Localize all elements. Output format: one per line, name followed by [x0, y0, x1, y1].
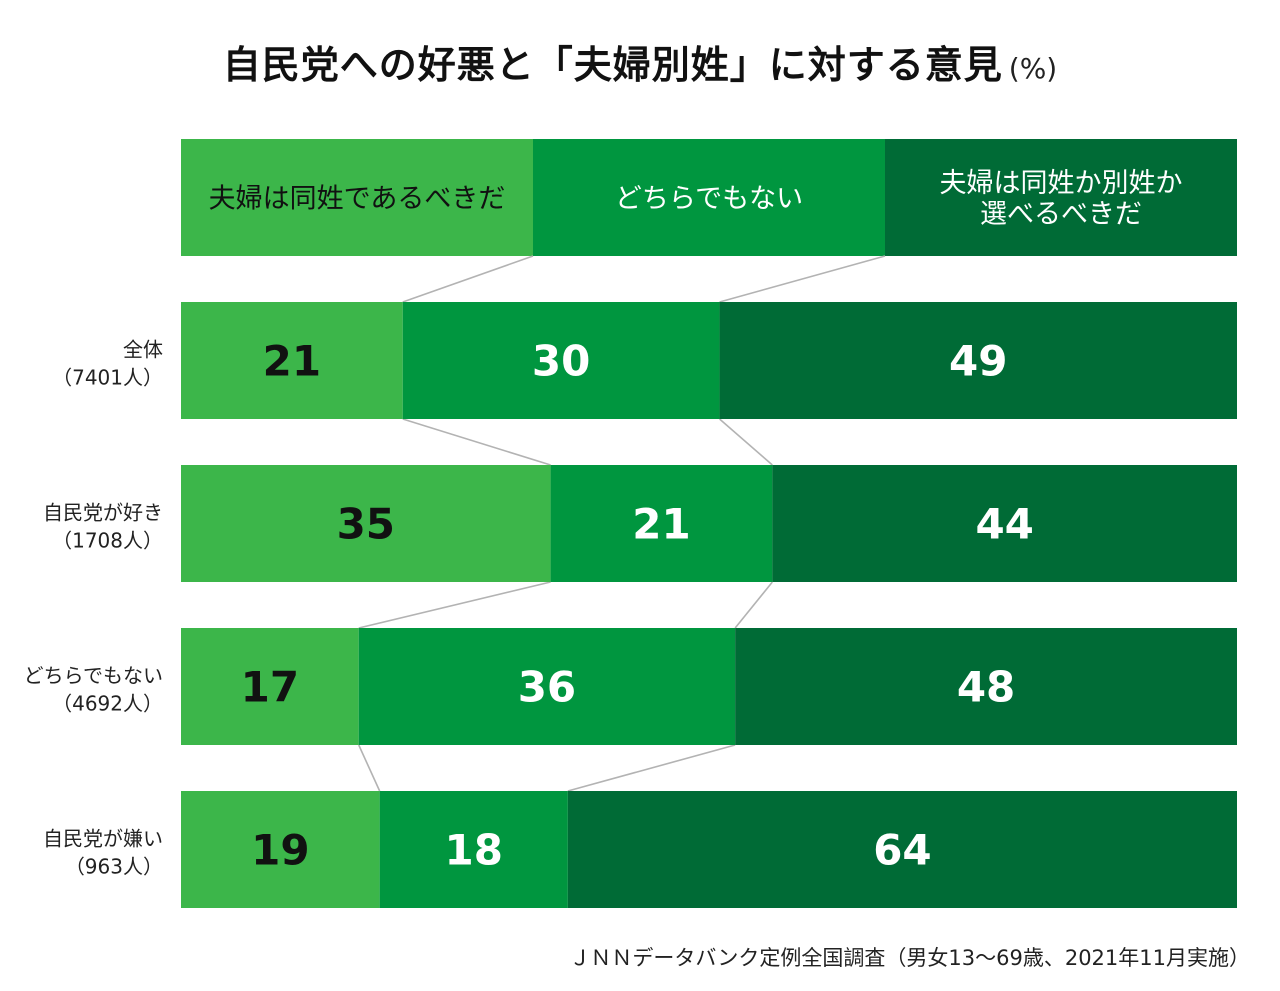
- connector-legend-2: [719, 255, 886, 303]
- bar-row-4-seg-1: [181, 791, 380, 908]
- connector-row-2-1: [358, 581, 551, 629]
- bar-row-2-seg-1: [181, 465, 551, 582]
- legend-label-1: 夫婦は同姓であるべきだ: [209, 184, 506, 215]
- chart-unit: (%): [1008, 52, 1058, 85]
- bar-row-2-seg-3: [772, 465, 1237, 582]
- data-label-row-1-seg-2: 30: [532, 337, 590, 386]
- category-label-4: 自民党が嫌い: [43, 827, 163, 851]
- legend-label-3-line-2: 選べるべきだ: [980, 199, 1142, 230]
- data-label-row-2-seg-2: 21: [632, 500, 690, 549]
- bar-row-3-seg-3: [735, 628, 1237, 745]
- category-count-4: （963人）: [65, 855, 163, 879]
- category-count-2: （1708人）: [52, 529, 163, 553]
- legend-swatch-1: [181, 139, 533, 256]
- bar-row-1-seg-2: [402, 302, 720, 419]
- legend-label-3-line-1: 夫婦は同姓か別姓か: [940, 168, 1183, 199]
- bar-row-4-seg-3: [567, 791, 1237, 908]
- category-count-1: （7401人）: [52, 366, 163, 390]
- bar-row-1-seg-3: [719, 302, 1237, 419]
- connector-row-1-2: [719, 418, 773, 466]
- connector-legend-1: [402, 255, 534, 303]
- data-label-row-4-seg-3: 64: [873, 826, 931, 875]
- data-label-row-3-seg-2: 36: [518, 663, 576, 712]
- category-label-2: 自民党が好き: [43, 501, 163, 525]
- bar-row-4-seg-2: [379, 791, 568, 908]
- connector-row-2-2: [734, 581, 773, 629]
- bar-row-3-seg-2: [358, 628, 736, 745]
- data-label-row-3-seg-1: 17: [241, 663, 299, 712]
- legend-swatch-3: [885, 139, 1237, 256]
- data-label-row-3-seg-3: 48: [957, 663, 1015, 712]
- chart-title-text: 自民党への好悪と「夫婦別姓」に対する意見: [222, 43, 1003, 87]
- connector-row-3-1: [358, 744, 381, 792]
- source-note: ＪＮＮデータバンク定例全国調査（男女13〜69歳、2021年11月実施）: [569, 946, 1250, 970]
- connector-row-1-1: [402, 418, 551, 466]
- data-label-row-2-seg-3: 44: [975, 500, 1033, 549]
- bar-row-2-seg-2: [550, 465, 773, 582]
- category-count-3: （4692人）: [52, 692, 163, 716]
- data-label-row-1-seg-3: 49: [949, 337, 1007, 386]
- data-label-row-4-seg-1: 19: [251, 826, 309, 875]
- bar-row-1-seg-1: [181, 302, 403, 419]
- data-label-row-4-seg-2: 18: [445, 826, 503, 875]
- category-label-1: 全体: [123, 338, 163, 362]
- legend-swatch-2: [533, 139, 885, 256]
- connector-row-3-2: [567, 744, 736, 792]
- legend-label-2: どちらでもない: [615, 184, 803, 215]
- chart-title: 自民党への好悪と「夫婦別姓」に対する意見 (%): [0, 34, 1280, 89]
- category-label-3: どちらでもない: [24, 664, 163, 688]
- data-label-row-1-seg-1: 21: [263, 337, 321, 386]
- data-label-row-2-seg-1: 35: [337, 500, 395, 549]
- bar-row-3-seg-1: [181, 628, 359, 745]
